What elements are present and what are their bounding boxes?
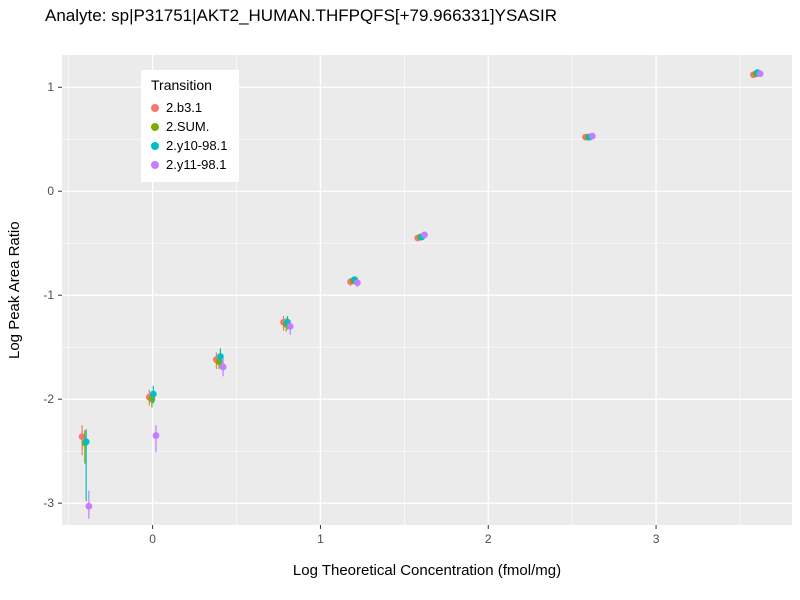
legend-item-label: 2.y11-98.1	[166, 157, 227, 172]
legend-item: 2.y10-98.1	[151, 136, 227, 155]
legend-item: 2.y11-98.1	[151, 155, 227, 174]
legend-item-label: 2.b3.1	[166, 100, 203, 115]
data-point	[217, 353, 224, 360]
legend-items: 2.b3.1 2.SUM. 2.y10-98.1 2.y11-98.1	[151, 98, 227, 174]
x-tick-label: 1	[317, 532, 324, 546]
data-point	[353, 279, 361, 287]
legend-title: Transition	[151, 77, 212, 93]
y-tick-label: -3	[43, 496, 54, 510]
legend-item: 2.b3.1	[151, 98, 227, 117]
data-point	[78, 433, 86, 441]
legend-item-label: 2.SUM.	[166, 119, 210, 134]
legend-key-dot	[151, 103, 159, 112]
data-point	[149, 390, 157, 398]
y-tick-label: -2	[43, 392, 54, 406]
data-point	[85, 502, 93, 510]
x-axis-title: Log Theoretical Concentration (fmol/mg)	[292, 562, 562, 579]
data-point	[152, 432, 160, 439]
y-tick-label: 1	[47, 80, 54, 94]
x-tick-label: 0	[149, 532, 156, 546]
legend: Transition 2.b3.1 2.SUM. 2.y10-98.1 2.y11-9…	[141, 70, 240, 182]
data-point	[421, 231, 428, 239]
x-tick-label: 2	[485, 532, 492, 546]
data-point	[588, 132, 596, 140]
data-point	[219, 363, 227, 371]
y-tick-label: 0	[47, 184, 54, 198]
legend-key-dot	[151, 160, 159, 169]
x-tick-label: 3	[653, 532, 660, 546]
data-point	[286, 322, 294, 330]
legend-item: 2.SUM.	[151, 117, 227, 136]
chart-title: Analyte: sp|P31751|AKT2_HUMAN.THFPQFS[+7…	[45, 6, 557, 25]
legend-key-dot	[151, 122, 159, 131]
data-point	[82, 438, 90, 446]
y-tick-label: -1	[43, 288, 54, 302]
legend-key-dot	[151, 141, 159, 150]
data-point	[756, 70, 764, 78]
legend-item-label: 2.y10-98.1	[166, 138, 228, 153]
